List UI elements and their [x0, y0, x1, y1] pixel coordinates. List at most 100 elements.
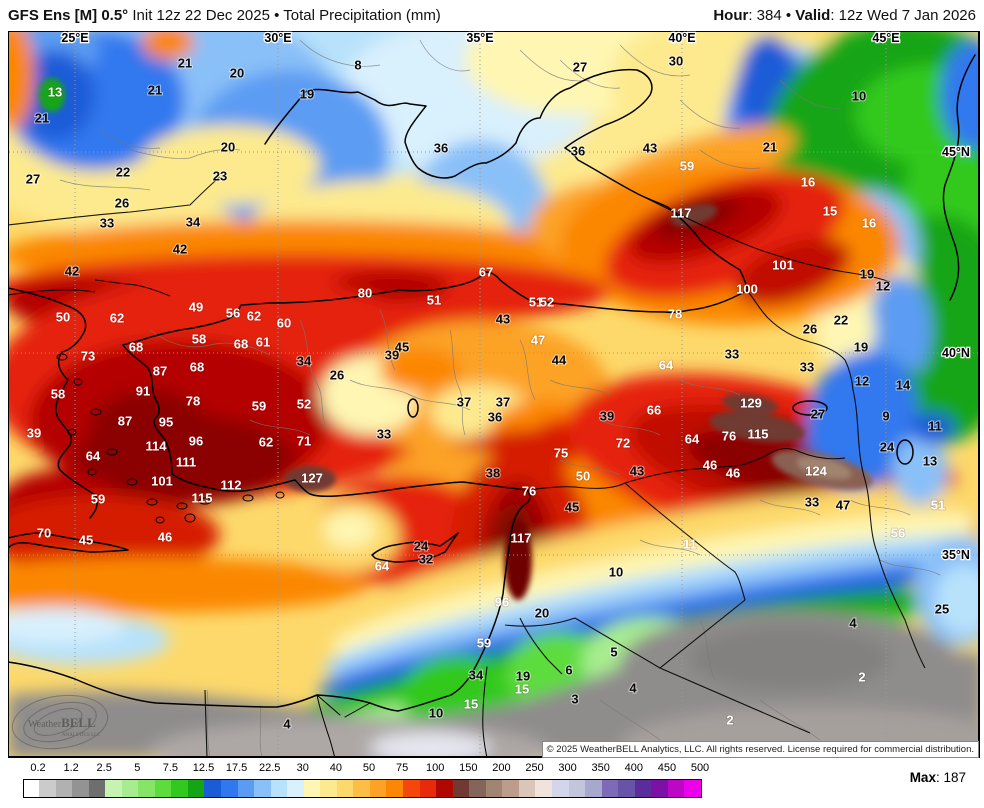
- colorbar-tick-label: 350: [591, 762, 610, 774]
- lat-label: 35°N: [942, 548, 970, 562]
- svg-text:ANALYTICS LLC: ANALYTICS LLC: [62, 733, 101, 738]
- station-value: 20: [230, 66, 244, 81]
- max-value: 187: [943, 770, 966, 785]
- colorbar-segment: [336, 780, 354, 797]
- station-value: 37: [496, 395, 510, 410]
- station-value: 91: [136, 384, 150, 399]
- max-label: Max: [909, 770, 936, 785]
- colorbar-segment: [369, 780, 387, 797]
- colorbar-segment: [485, 780, 503, 797]
- colorbar-segment: [320, 780, 337, 797]
- station-value: 61: [256, 335, 270, 350]
- station-value: 21: [763, 140, 777, 155]
- colorbar-tick-label: 22.5: [258, 762, 281, 774]
- station-value: 71: [297, 434, 311, 449]
- station-value: 13: [923, 454, 937, 469]
- station-value: 73: [81, 349, 95, 364]
- station-value: 21: [178, 56, 192, 71]
- lat-label: 40°N: [942, 346, 970, 360]
- station-value: 14: [896, 378, 911, 393]
- station-value: 49: [189, 300, 203, 315]
- station-value: 10: [429, 706, 443, 721]
- station-value: 124: [805, 464, 827, 479]
- station-value: 115: [748, 427, 769, 442]
- colorbar-segment: [24, 780, 39, 797]
- station-value: 33: [805, 495, 819, 510]
- station-value: 96: [495, 595, 509, 610]
- station-value: 67: [479, 265, 493, 280]
- country-borders: [8, 176, 926, 758]
- colorbar-segment: [634, 780, 652, 797]
- colorbar-segment: [88, 780, 106, 797]
- station-value: 38: [486, 466, 500, 481]
- station-value: 26: [803, 322, 817, 337]
- colorbar-segment: [72, 780, 89, 797]
- station-value: 16: [801, 175, 815, 190]
- colorbar-segment: [651, 780, 668, 797]
- colorbar-tick-label: 500: [690, 762, 710, 774]
- station-value: 45: [79, 533, 93, 548]
- colorbar-tick-label: 150: [459, 762, 478, 774]
- colorbar-segment: [403, 780, 420, 797]
- colorbar: [23, 779, 702, 798]
- colorbar-segment: [419, 780, 437, 797]
- station-value: 46: [703, 458, 717, 473]
- colorbar-tick-label: 0.2: [30, 762, 46, 774]
- station-value: 15: [515, 682, 529, 697]
- station-value: 34: [297, 354, 312, 369]
- colorbar-tick-label: 17.5: [225, 762, 248, 774]
- station-value: 19: [516, 669, 530, 684]
- station-value: 50: [56, 310, 70, 325]
- station-value: 129: [740, 396, 762, 411]
- station-value: 21: [148, 83, 162, 98]
- station-value: 33: [800, 360, 814, 375]
- station-value: 59: [91, 492, 105, 507]
- colorbar-segment: [138, 780, 155, 797]
- station-value: 56: [226, 306, 240, 321]
- lon-label: 30°E: [264, 31, 291, 45]
- station-value: 37: [457, 395, 471, 410]
- colorbar-segment: [237, 780, 255, 797]
- colorbar-tick-label: 300: [558, 762, 577, 774]
- station-value: 111: [176, 455, 196, 470]
- station-value: 43: [643, 141, 657, 156]
- station-value: 87: [118, 414, 132, 429]
- colorbar-tick-label: 100: [426, 762, 445, 774]
- station-value: 58: [192, 332, 206, 347]
- station-value: 52: [297, 397, 311, 412]
- valid-label: Valid: [795, 6, 831, 24]
- colorbar-segment: [551, 780, 569, 797]
- station-value: 9: [882, 409, 889, 424]
- station-value: 58: [51, 387, 65, 402]
- station-value: 51: [931, 498, 945, 513]
- station-value: 64: [659, 358, 674, 373]
- weatherbell-watermark: WeatherBELL ANALYTICS LLC: [11, 694, 109, 750]
- station-value: 19: [854, 340, 868, 355]
- colorbar-segment: [667, 780, 685, 797]
- station-value: 59: [680, 159, 694, 174]
- station-value: 2: [858, 670, 865, 685]
- colorbar-segment: [55, 780, 73, 797]
- station-value: 62: [110, 311, 124, 326]
- coastlines: [8, 54, 976, 758]
- colorbar-segment: [601, 780, 619, 797]
- station-value: 20: [221, 140, 235, 155]
- station-value: 100: [736, 282, 758, 297]
- station-value: 27: [573, 60, 587, 75]
- map-frame: [8, 31, 980, 758]
- station-value: 12: [855, 374, 869, 389]
- station-value: 60: [277, 316, 291, 331]
- colorbar-segment: [270, 780, 288, 797]
- colorbar-tick-label: 40: [329, 762, 343, 774]
- colorbar-segment: [204, 780, 222, 797]
- lat-label: 45°N: [942, 145, 970, 159]
- colorbar-tick-label: 12.5: [192, 762, 215, 774]
- station-value: 64: [685, 432, 700, 447]
- station-value: 46: [158, 530, 172, 545]
- station-value: 68: [190, 360, 204, 375]
- colorbar-tick-label: 250: [525, 762, 544, 774]
- station-value: 51: [427, 293, 441, 308]
- station-value: 26: [115, 196, 129, 211]
- station-value: 8: [354, 58, 361, 73]
